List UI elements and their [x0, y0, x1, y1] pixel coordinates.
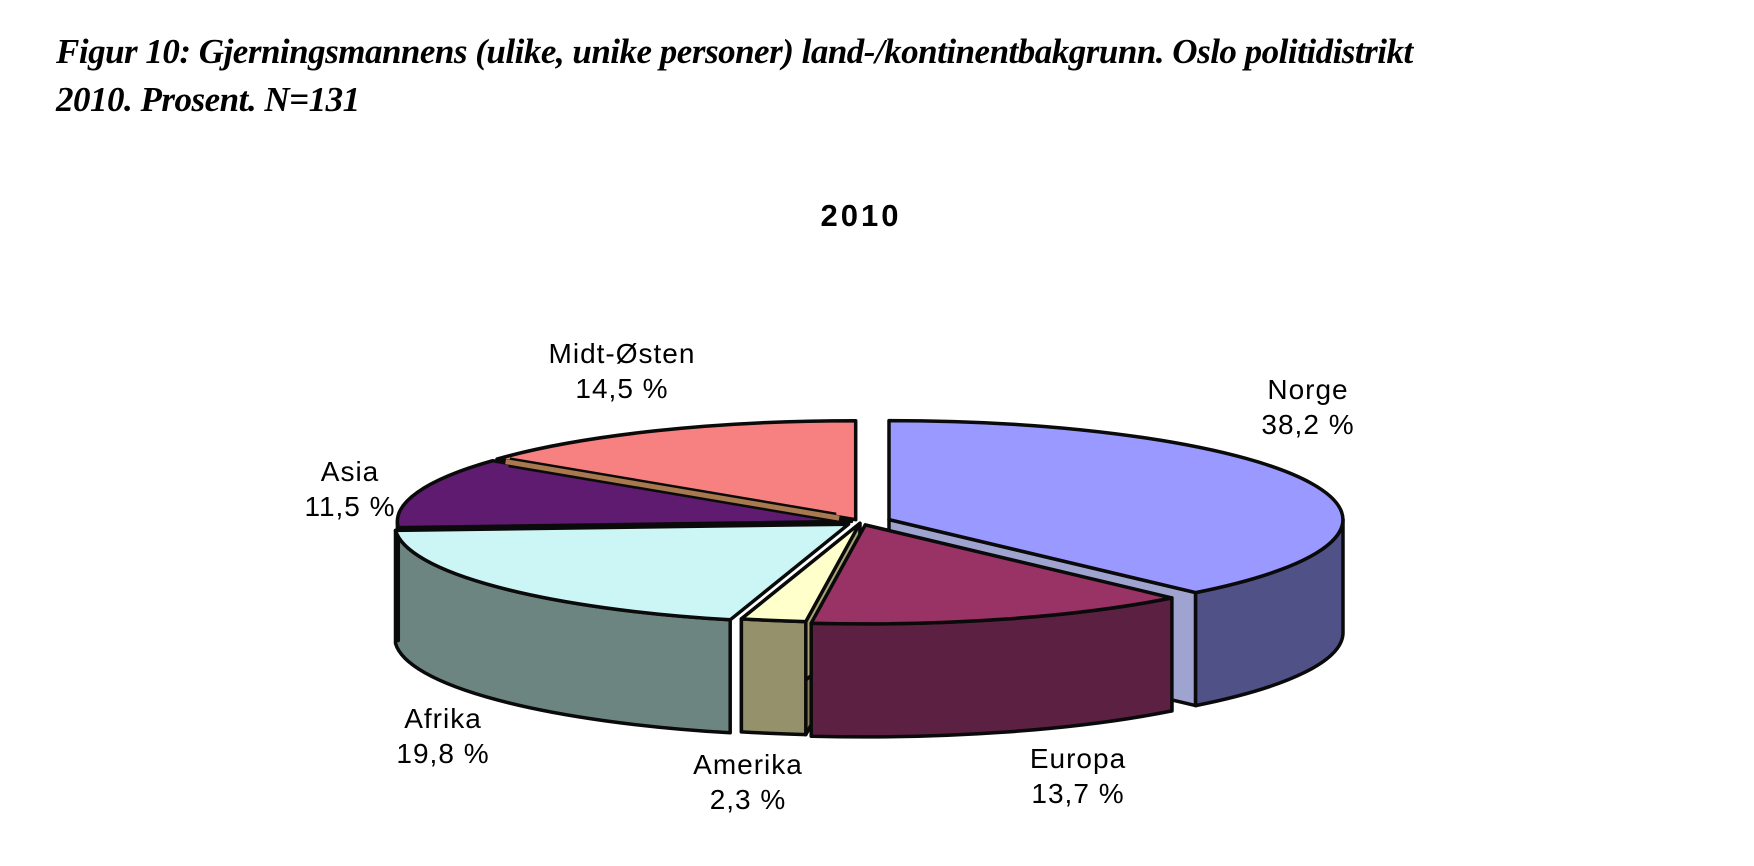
slice-name: Europa: [1029, 743, 1127, 774]
slice-name: Afrika: [404, 703, 482, 734]
figure-caption-line-2: 2010. Prosent. N=131: [56, 80, 360, 119]
slice-label-asia: Asia 11,5 %: [304, 454, 395, 524]
slice-label-norge: Norge 38,2 %: [1261, 372, 1354, 442]
slice-name: Amerika: [693, 749, 803, 780]
slice-name: Asia: [320, 456, 380, 487]
slice-name: Midt-Østen: [548, 338, 696, 369]
slice-name: Norge: [1267, 374, 1349, 405]
slice-percent: 19,8 %: [396, 738, 490, 769]
figure-caption: Figur 10: Gjerningsmannens (ulike, unike…: [56, 28, 1656, 124]
slice-percent: 38,2 %: [1261, 409, 1355, 440]
slice-percent: 2,3 %: [709, 784, 787, 815]
slice-percent: 13,7 %: [1031, 778, 1125, 809]
slice-percent: 11,5 %: [304, 491, 396, 522]
slice-percent: 14,5 %: [575, 373, 669, 404]
slice-label-europa: Europa 13,7 %: [1030, 741, 1126, 811]
slice-label-amerika: Amerika 2,3 %: [693, 747, 803, 817]
slice-label-midt-osten: Midt-Østen 14,5 %: [549, 336, 696, 406]
figure-caption-line-1: Figur 10: Gjerningsmannens (ulike, unike…: [56, 32, 1413, 71]
chart-title: 2010: [820, 198, 902, 233]
slice-label-afrika: Afrika 19,8 %: [396, 701, 489, 771]
